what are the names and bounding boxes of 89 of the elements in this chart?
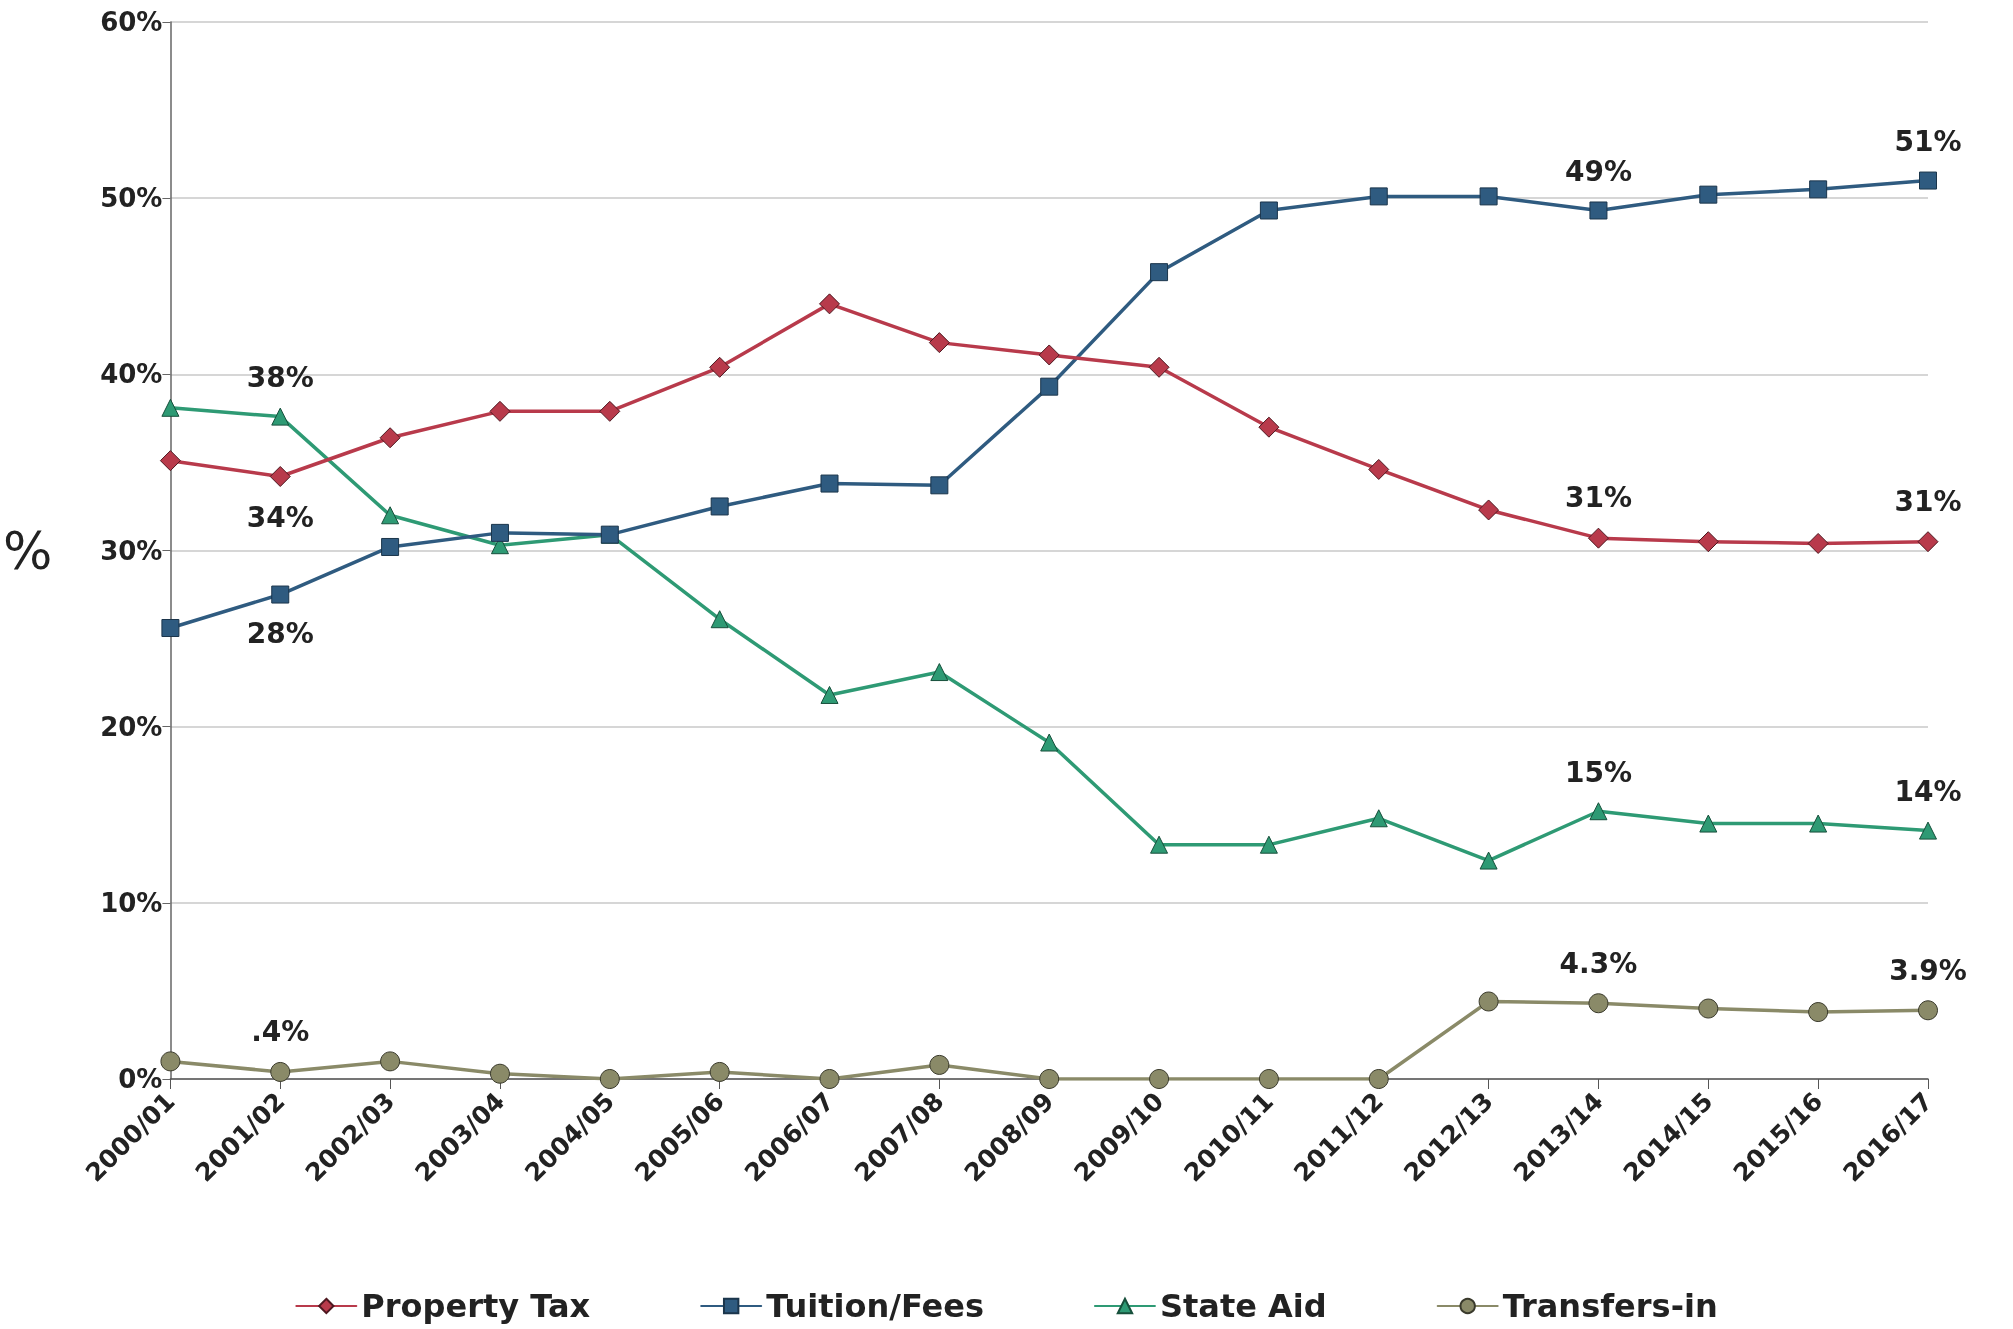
point <box>1919 171 1937 190</box>
point <box>1148 356 1170 378</box>
point <box>489 400 511 422</box>
point <box>271 585 290 604</box>
data-label: 31% <box>1564 481 1632 515</box>
point <box>599 1069 620 1089</box>
point <box>1040 733 1059 752</box>
point <box>1369 187 1388 206</box>
y-tick-label: 10% <box>100 887 163 918</box>
point <box>1258 416 1280 438</box>
point <box>1040 377 1059 396</box>
point <box>1039 1069 1060 1089</box>
point <box>379 427 401 449</box>
point <box>930 663 949 682</box>
point <box>271 407 290 426</box>
point <box>490 523 509 542</box>
point <box>928 332 950 354</box>
point <box>1699 814 1718 833</box>
point <box>1368 1069 1389 1089</box>
point <box>1258 1069 1279 1089</box>
point <box>380 1051 401 1072</box>
point <box>1150 835 1169 854</box>
point <box>269 466 291 488</box>
point <box>1918 1000 1938 1021</box>
point <box>1259 835 1278 854</box>
point <box>819 293 841 315</box>
point <box>1699 185 1718 204</box>
data-label: 51% <box>1894 125 1962 159</box>
point <box>1589 201 1608 220</box>
point <box>1368 458 1390 480</box>
y-tick-label: 40% <box>100 359 163 390</box>
point <box>159 450 181 472</box>
point <box>929 1054 950 1075</box>
data-label: 14% <box>1894 775 1962 809</box>
point <box>1808 1002 1829 1023</box>
point <box>710 497 729 516</box>
data-label: 31% <box>1894 484 1962 518</box>
point <box>1479 851 1498 870</box>
point <box>1698 998 1719 1019</box>
data-label: 28% <box>246 617 314 651</box>
point <box>381 506 400 525</box>
legend-label: Tuition/Fees <box>766 1287 984 1325</box>
y-tick-label: 60% <box>100 7 163 37</box>
legend-label: Property Tax <box>361 1287 591 1325</box>
point <box>820 474 839 493</box>
data-label: 3.9% <box>1889 953 1967 987</box>
point <box>1917 531 1939 553</box>
point <box>1478 991 1499 1012</box>
point <box>489 1063 510 1084</box>
point <box>930 476 949 495</box>
point <box>819 1069 840 1089</box>
point <box>1479 187 1498 206</box>
point <box>1587 527 1609 549</box>
point <box>1149 1069 1170 1089</box>
data-label: 4.3% <box>1559 946 1638 980</box>
data-label: 38% <box>246 361 314 395</box>
point <box>1809 180 1828 199</box>
y-tick-label: 0% <box>118 1064 163 1094</box>
legend-label: Transfers-in <box>1502 1287 1718 1325</box>
data-label: 49% <box>1564 155 1632 188</box>
y-tick-label: 20% <box>100 711 163 742</box>
data-label: .4% <box>251 1015 310 1049</box>
point <box>1478 499 1500 521</box>
data-label: 15% <box>1564 755 1632 789</box>
point <box>1369 809 1388 828</box>
point <box>1259 201 1278 220</box>
point <box>820 685 839 704</box>
y-axis-title: % <box>2 520 53 581</box>
point <box>1697 531 1719 553</box>
point <box>709 356 731 378</box>
point <box>1588 993 1609 1014</box>
point <box>709 1061 730 1082</box>
point <box>160 1051 181 1072</box>
point <box>161 619 180 638</box>
point <box>161 398 180 417</box>
point <box>1038 344 1060 366</box>
legend-label: State Aid <box>1159 1287 1327 1325</box>
point <box>1589 802 1608 821</box>
point <box>599 400 621 422</box>
point <box>270 1061 291 1082</box>
point <box>1150 263 1169 282</box>
y-tick-label: 50% <box>100 183 163 214</box>
point <box>381 537 400 556</box>
data-label: 34% <box>246 500 314 534</box>
point <box>1809 814 1828 833</box>
point <box>1807 532 1829 554</box>
point <box>1919 821 1937 840</box>
y-tick-label: 30% <box>100 535 163 566</box>
point <box>710 610 729 629</box>
